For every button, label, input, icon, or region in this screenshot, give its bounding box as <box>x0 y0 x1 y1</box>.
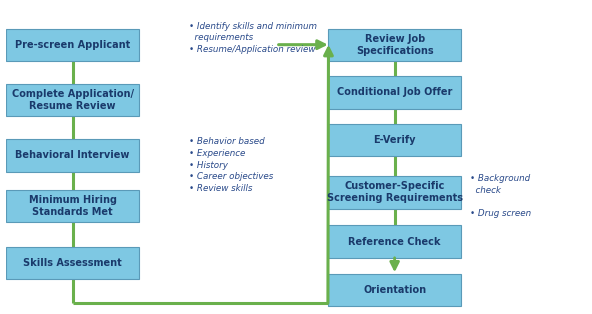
Text: Customer-Specific
Screening Requirements: Customer-Specific Screening Requirements <box>327 181 462 203</box>
Text: Minimum Hiring
Standards Met: Minimum Hiring Standards Met <box>28 195 117 217</box>
FancyBboxPatch shape <box>328 225 461 258</box>
FancyBboxPatch shape <box>328 274 461 306</box>
Text: Reference Check: Reference Check <box>348 237 441 246</box>
Text: Complete Application/
Resume Review: Complete Application/ Resume Review <box>12 89 134 111</box>
FancyBboxPatch shape <box>328 76 461 109</box>
Text: E-Verify: E-Verify <box>374 135 416 145</box>
Text: • Behavior based
• Experience
• History
• Career objectives
• Review skills: • Behavior based • Experience • History … <box>189 137 273 193</box>
FancyBboxPatch shape <box>6 247 139 279</box>
Text: • Identify skills and minimum
  requirements
• Resume/Application review: • Identify skills and minimum requiremen… <box>189 22 317 54</box>
FancyBboxPatch shape <box>328 29 461 61</box>
FancyBboxPatch shape <box>6 84 139 116</box>
FancyBboxPatch shape <box>328 124 461 156</box>
FancyBboxPatch shape <box>6 139 139 172</box>
FancyBboxPatch shape <box>6 29 139 61</box>
Text: Pre-screen Applicant: Pre-screen Applicant <box>15 40 130 50</box>
Text: Behavioral Interview: Behavioral Interview <box>15 150 130 160</box>
Text: Orientation: Orientation <box>363 285 426 295</box>
FancyBboxPatch shape <box>328 176 461 208</box>
Text: Conditional Job Offer: Conditional Job Offer <box>337 87 452 97</box>
Text: Skills Assessment: Skills Assessment <box>23 258 122 268</box>
Text: • Background
  check

• Drug screen: • Background check • Drug screen <box>470 174 531 218</box>
FancyBboxPatch shape <box>6 190 139 222</box>
Text: Review Job
Specifications: Review Job Specifications <box>356 34 433 56</box>
